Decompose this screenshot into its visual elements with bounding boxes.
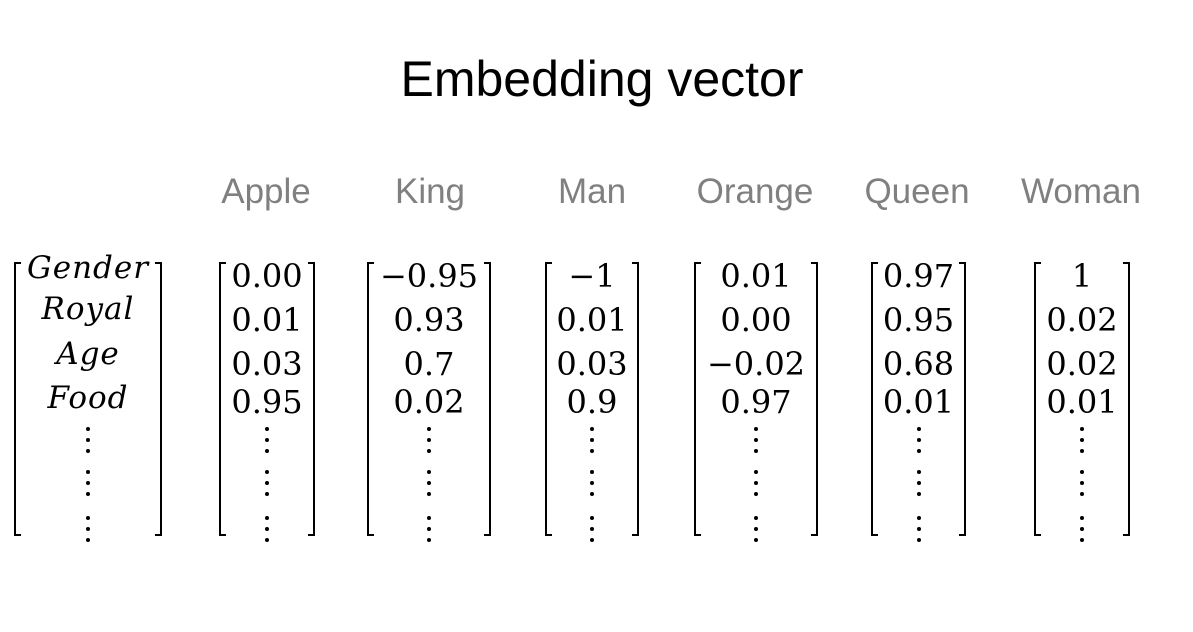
left-bracket <box>14 262 21 536</box>
vector-value: 0.7 <box>403 345 455 383</box>
vector-value: 0.01 <box>231 301 303 339</box>
left-bracket <box>367 262 374 536</box>
feature-gender: Gender <box>26 250 150 286</box>
vector-value: 0.93 <box>393 301 465 339</box>
ellipsis-vertical-icon <box>265 427 269 453</box>
vector-value: 0.01 <box>1046 383 1118 421</box>
ellipsis-vertical-icon <box>86 516 90 542</box>
vector-value: 0.01 <box>720 257 792 295</box>
ellipsis-vertical-icon <box>590 427 594 453</box>
ellipsis-vertical-icon <box>86 427 90 453</box>
vector-value: 0.95 <box>231 383 303 421</box>
word-label-orange: Orange <box>696 172 814 211</box>
vector-man: −1 0.01 0.03 0.9 <box>545 257 639 542</box>
right-bracket <box>632 262 639 536</box>
vector-value: 0.02 <box>393 383 465 421</box>
ellipsis-vertical-icon <box>427 427 431 453</box>
vector-apple: 0.00 0.01 0.03 0.95 <box>219 257 315 542</box>
ellipsis-vertical-icon <box>754 427 758 453</box>
ellipsis-vertical-icon <box>1080 516 1084 542</box>
ellipsis-vertical-icon <box>265 516 269 542</box>
ellipsis-vertical-icon <box>265 470 269 496</box>
vector-value: 0.03 <box>231 345 303 383</box>
vector-value: 0.01 <box>556 301 628 339</box>
right-bracket <box>484 262 491 536</box>
ellipsis-vertical-icon <box>916 516 921 542</box>
feature-food: Food <box>47 380 129 416</box>
ellipsis-vertical-icon <box>754 470 758 496</box>
vector-value: 0.01 <box>882 383 955 421</box>
vector-value: 0.95 <box>882 301 955 339</box>
word-label-queen: Queen <box>864 172 970 211</box>
right-bracket <box>155 262 162 536</box>
ellipsis-vertical-icon <box>427 470 431 496</box>
vector-value: 0.02 <box>1046 301 1118 339</box>
vector-value: 0.02 <box>1046 345 1118 383</box>
vector-value: −1 <box>568 257 616 295</box>
ellipsis-vertical-icon <box>590 516 594 542</box>
vector-value: 0.97 <box>882 257 955 295</box>
left-bracket <box>871 262 878 536</box>
vector-value: −0.02 <box>706 345 806 383</box>
ellipsis-vertical-icon <box>427 516 431 542</box>
feature-age: Age <box>56 336 120 372</box>
vector-value: 0.97 <box>720 383 792 421</box>
vector-value: 0.9 <box>566 383 618 421</box>
left-bracket <box>545 262 552 536</box>
vector-value: 0.00 <box>720 301 792 339</box>
diagram-title: Embedding vector <box>400 51 804 107</box>
word-label-king: King <box>394 172 466 211</box>
word-label-woman: Woman <box>1021 172 1141 211</box>
ellipsis-vertical-icon <box>916 427 921 453</box>
ellipsis-vertical-icon <box>1080 427 1084 453</box>
feature-matrix: Gender Royal Age Food <box>14 253 162 542</box>
vector-value: 0.68 <box>882 345 955 383</box>
left-bracket <box>219 262 226 536</box>
right-bracket <box>1123 262 1130 536</box>
vector-queen: 0.97 0.95 0.68 0.01 <box>871 257 966 542</box>
vector-king: −0.95 0.93 0.7 0.02 <box>367 257 491 542</box>
ellipsis-vertical-icon <box>916 470 921 496</box>
vector-value: 0.03 <box>556 345 628 383</box>
vector-value: 1 <box>1071 257 1093 295</box>
right-bracket <box>811 262 818 536</box>
vector-orange: 0.01 0.00 −0.02 0.97 <box>694 257 818 542</box>
ellipsis-vertical-icon <box>754 516 758 542</box>
vector-woman: 1 0.02 0.02 0.01 <box>1034 257 1130 542</box>
vector-value: 0.00 <box>231 257 303 295</box>
vector-value: −0.95 <box>379 257 479 295</box>
word-label-apple: Apple <box>221 172 311 211</box>
left-bracket <box>1034 262 1041 536</box>
ellipsis-vertical-icon <box>590 470 594 496</box>
ellipsis-vertical-icon <box>1080 470 1084 496</box>
word-label-man: Man <box>557 172 627 211</box>
left-bracket <box>694 262 701 536</box>
right-bracket <box>959 262 966 536</box>
right-bracket <box>308 262 315 536</box>
ellipsis-vertical-icon <box>86 470 90 496</box>
feature-royal: Royal <box>41 291 135 327</box>
